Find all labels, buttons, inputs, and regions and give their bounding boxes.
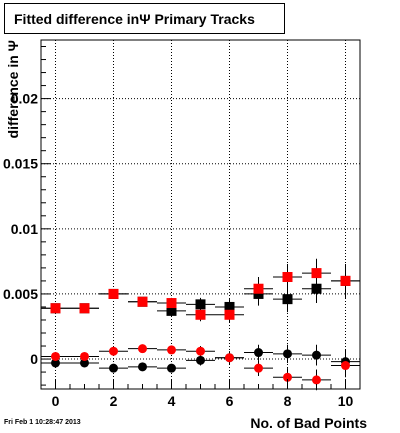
square-marker xyxy=(166,305,177,316)
circle-marker xyxy=(254,363,263,373)
circle-marker xyxy=(138,344,147,354)
data-markers xyxy=(50,268,351,385)
square-marker xyxy=(253,288,264,299)
timestamp-footer: Fri Feb 1 10:28:47 2013 xyxy=(4,419,81,426)
circle-marker xyxy=(283,372,292,382)
square-marker xyxy=(311,268,322,279)
chart-title: Fitted difference inΨ Primary Tracks xyxy=(4,3,285,34)
square-marker xyxy=(166,298,177,309)
square-marker xyxy=(340,275,351,286)
circle-marker xyxy=(51,358,60,368)
x-tick-label: 8 xyxy=(284,393,292,409)
y-tick-label: 0.02 xyxy=(11,91,38,107)
x-tick-label: 6 xyxy=(226,393,234,409)
circle-marker xyxy=(80,351,89,361)
circle-marker xyxy=(109,346,118,356)
square-marker xyxy=(50,303,61,314)
square-marker xyxy=(195,309,206,320)
tick-labels: 0 2 4 6 8 10 0 0.005 0.01 0.015 0.02 xyxy=(3,91,354,409)
x-tick-label: 2 xyxy=(110,393,118,409)
square-marker xyxy=(108,288,119,299)
y-tick-label: 0.015 xyxy=(3,156,38,172)
grid xyxy=(41,40,360,389)
circle-marker xyxy=(138,362,147,372)
y-tick-label: 0.01 xyxy=(11,221,38,237)
square-marker xyxy=(311,283,322,294)
y-tick-label: 0 xyxy=(30,351,38,367)
square-marker xyxy=(253,283,264,294)
square-marker xyxy=(137,296,148,307)
square-marker xyxy=(224,301,235,312)
plot-frame xyxy=(40,39,361,390)
x-tick-label: 4 xyxy=(168,393,176,409)
circle-marker xyxy=(196,355,205,365)
x-tick-label: 0 xyxy=(52,393,60,409)
y-axis-label: difference in Ψ xyxy=(5,40,21,138)
circle-marker xyxy=(312,375,321,385)
error-bars xyxy=(41,258,360,391)
square-marker xyxy=(282,294,293,305)
square-marker xyxy=(79,303,90,314)
circle-marker xyxy=(283,349,292,359)
circle-marker xyxy=(167,345,176,355)
circle-marker xyxy=(80,358,89,368)
circle-marker xyxy=(312,350,321,360)
circle-marker xyxy=(254,348,263,358)
y-tick-label: 0.005 xyxy=(3,286,38,302)
circle-marker xyxy=(341,361,350,371)
circle-marker xyxy=(109,363,118,373)
square-marker xyxy=(224,309,235,320)
circle-marker xyxy=(167,363,176,373)
circle-marker xyxy=(51,351,60,361)
x-axis-label: No. of Bad Points xyxy=(250,415,367,431)
x-tick-label: 10 xyxy=(338,393,354,409)
square-marker xyxy=(282,272,293,283)
circle-marker xyxy=(196,346,205,356)
circle-marker xyxy=(225,353,234,363)
square-marker xyxy=(195,299,206,310)
axis-ticks xyxy=(40,46,361,389)
